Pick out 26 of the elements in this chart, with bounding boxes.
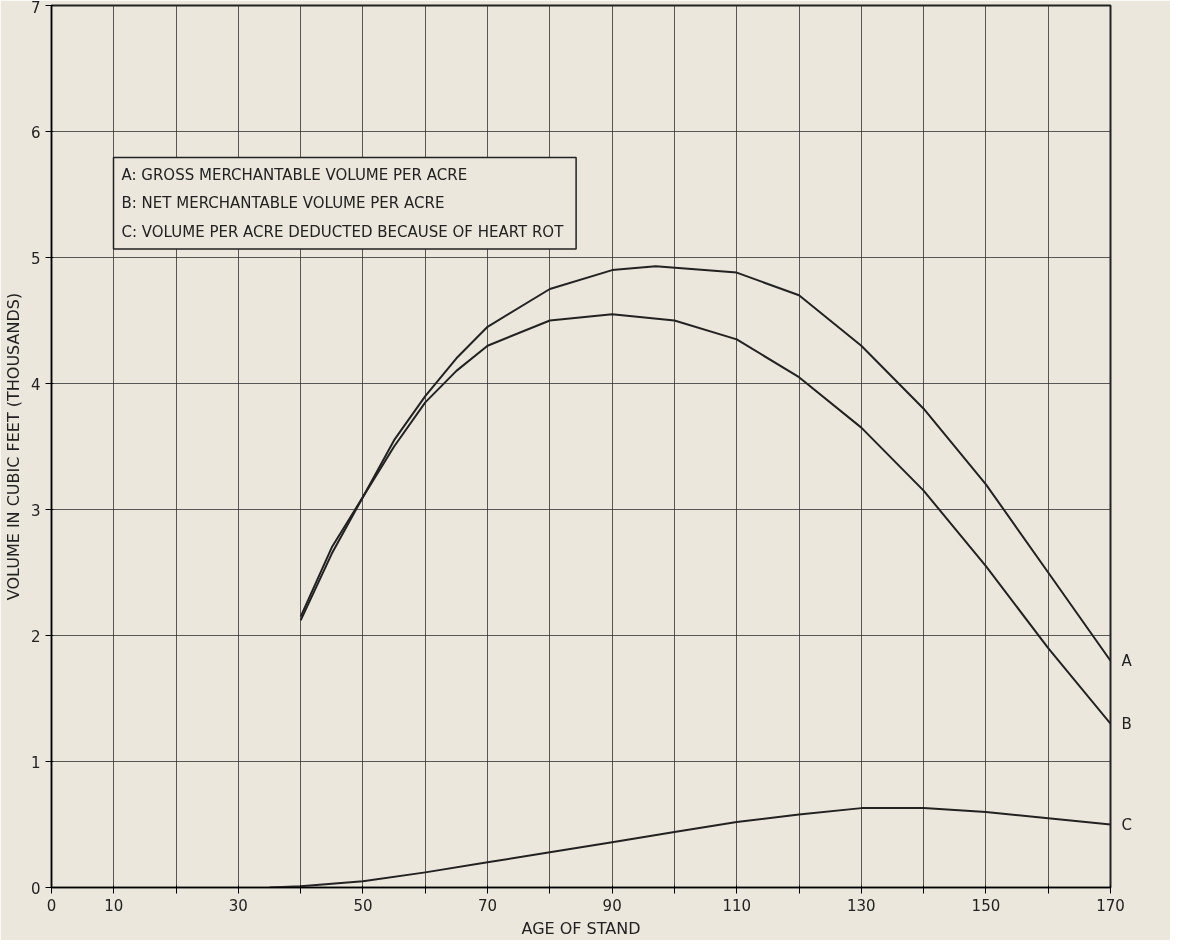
annotation: A: GROSS MERCHANTABLE VOLUME PER ACRE	[121, 165, 468, 184]
y-tick-label: 4	[30, 375, 41, 394]
x-tick-label: 110	[722, 896, 752, 915]
y-tick-label: 6	[30, 123, 41, 142]
x-tick-label: 90	[602, 896, 622, 915]
x-axis-title: AGE OF STAND	[521, 918, 641, 938]
y-axis-title: VOLUME IN CUBIC FEET (THOUSANDS)	[3, 292, 23, 601]
annotation: B: NET MERCHANTABLE VOLUME PER ACRE	[121, 194, 445, 213]
series-label: C	[1121, 815, 1132, 834]
series-label: B	[1121, 714, 1132, 733]
x-tick-label: 170	[1096, 896, 1125, 915]
y-tick-label: 0	[30, 879, 41, 898]
x-tick-label: 10	[104, 896, 124, 915]
y-tick-label: 1	[30, 753, 41, 772]
x-tick-label: 50	[353, 896, 373, 915]
y-tick-label: 7	[30, 0, 41, 17]
y-tick-label: 2	[30, 627, 41, 646]
x-tick-label: 30	[228, 896, 248, 915]
x-tick-label: 70	[478, 896, 498, 915]
y-tick-label: 3	[30, 501, 41, 520]
y-tick-label: 5	[30, 249, 41, 268]
annotation: C: VOLUME PER ACRE DEDUCTED BECAUSE OF HEART ROT	[121, 223, 565, 242]
series-label: A	[1121, 651, 1133, 670]
x-tick-label: 150	[971, 896, 1001, 915]
x-tick-label: 0	[46, 896, 57, 915]
x-tick-label: 130	[847, 896, 876, 915]
